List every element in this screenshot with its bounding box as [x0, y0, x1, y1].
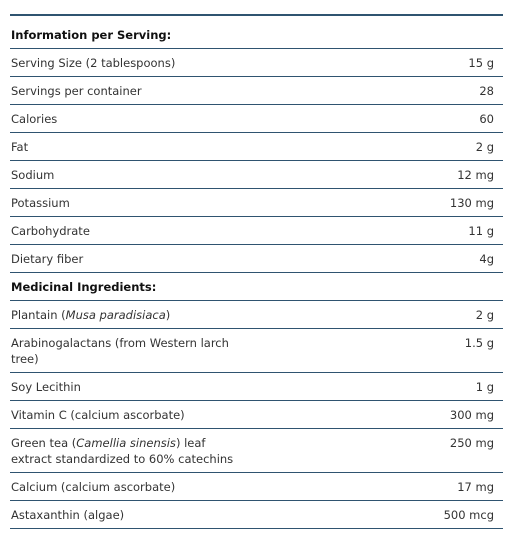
row: Green tea (Camellia sinensis) leaf extra…: [10, 429, 503, 473]
row: Calcium (calcium ascorbate) 17 mg: [10, 473, 503, 501]
row: Carbohydrate 11 g: [10, 217, 503, 245]
row: Potassium 130 mg: [10, 189, 503, 217]
value-cell: 4g: [479, 252, 494, 266]
row: Astaxanthin (algae) 500 mcg: [10, 501, 503, 529]
value-cell: 1 g: [475, 380, 494, 394]
section-title: Medicinal Ingredients:: [11, 280, 157, 294]
value-cell: 130 mg: [449, 196, 494, 210]
value-cell: 28: [479, 84, 494, 98]
label-cell: Servings per container: [11, 84, 142, 98]
value-cell: 300 mg: [449, 408, 494, 422]
label-part: Green tea (: [11, 436, 77, 450]
value-cell: 2 g: [475, 308, 494, 322]
label-cell: Serving Size (2 tablespoons): [11, 56, 176, 70]
label-cell: Potassium: [11, 196, 70, 210]
label-cell: Astaxanthin (algae): [11, 508, 125, 522]
label-cell: Vitamin C (calcium ascorbate): [11, 408, 185, 422]
row: Arabinogalactans (from Western larch tre…: [10, 329, 503, 373]
row: Fat 2 g: [10, 133, 503, 161]
nutrition-table: Information per Serving: Serving Size (2 …: [10, 14, 503, 529]
value-cell: 1.5 g: [464, 336, 494, 350]
label-cell: Arabinogalactans (from Western larch tre…: [11, 336, 229, 366]
value-cell: 11 g: [468, 224, 494, 238]
value-cell: 500 mcg: [443, 508, 494, 522]
row: Vitamin C (calcium ascorbate) 300 mg: [10, 401, 503, 429]
section-header: Information per Serving:: [10, 16, 503, 49]
label-cell: Calories: [11, 112, 58, 126]
label-part: Camellia sinensis: [76, 436, 176, 450]
label-part: ): [165, 308, 171, 322]
value-cell: 2 g: [475, 140, 494, 154]
row: Calories 60: [10, 105, 503, 133]
label-cell: Plantain (Musa paradisiaca): [10, 301, 243, 329]
section-title: Information per Serving:: [11, 28, 172, 42]
value-cell: 17 mg: [457, 480, 494, 494]
table: Information per Serving: Serving Size (2 …: [10, 16, 503, 529]
label-cell: Green tea (Camellia sinensis) leaf extra…: [10, 429, 243, 473]
row: Plantain (Musa paradisiaca) 2 g: [10, 301, 503, 329]
row: Soy Lecithin 1 g: [10, 373, 503, 401]
label-cell: Carbohydrate: [11, 224, 90, 238]
label-part: Musa paradisiaca: [65, 308, 166, 322]
row: Sodium 12 mg: [10, 161, 503, 189]
label-part: Plantain (: [11, 308, 66, 322]
value-cell: 60: [479, 112, 494, 126]
value-cell: 15 g: [468, 56, 494, 70]
label-cell: Fat: [11, 140, 29, 154]
row: Servings per container 28: [10, 77, 503, 105]
label-cell: Dietary fiber: [11, 252, 84, 266]
label-part: ) leaf extract standardized to 60% catec…: [11, 436, 234, 466]
row: Dietary fiber 4g: [10, 245, 503, 273]
label-cell: Soy Lecithin: [11, 380, 81, 394]
label-cell: Sodium: [11, 168, 55, 182]
value-cell: 12 mg: [457, 168, 494, 182]
value-cell: 250 mg: [449, 436, 494, 450]
row: Serving Size (2 tablespoons) 15 g: [10, 49, 503, 77]
section-header: Medicinal Ingredients:: [10, 273, 503, 301]
label-cell: Calcium (calcium ascorbate): [11, 480, 176, 494]
